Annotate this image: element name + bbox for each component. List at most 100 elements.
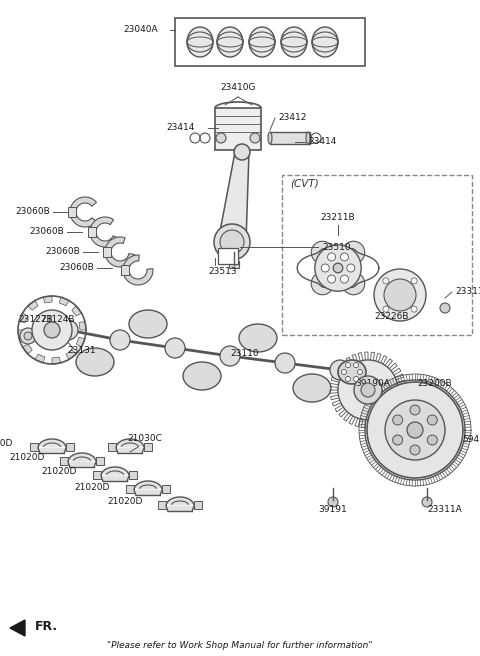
Text: 23211B: 23211B <box>321 213 355 222</box>
Text: 23311A: 23311A <box>427 505 462 514</box>
Circle shape <box>214 224 250 260</box>
Circle shape <box>24 332 32 340</box>
Polygon shape <box>70 197 96 227</box>
Bar <box>229 261 239 268</box>
Text: 23510: 23510 <box>322 243 350 251</box>
Text: 23040A: 23040A <box>123 26 158 35</box>
Polygon shape <box>93 470 101 479</box>
Circle shape <box>234 144 250 160</box>
Polygon shape <box>105 237 135 267</box>
Polygon shape <box>59 297 69 306</box>
Text: 23414: 23414 <box>308 138 336 146</box>
Circle shape <box>422 497 432 507</box>
Polygon shape <box>43 296 52 303</box>
Ellipse shape <box>129 310 167 338</box>
Text: 23513: 23513 <box>208 268 237 276</box>
Polygon shape <box>116 439 144 453</box>
Circle shape <box>427 435 437 445</box>
Circle shape <box>333 263 343 273</box>
Text: 21020D: 21020D <box>42 468 77 476</box>
Circle shape <box>410 405 420 415</box>
Circle shape <box>346 363 350 367</box>
Polygon shape <box>60 457 68 464</box>
Text: 23414: 23414 <box>167 123 195 133</box>
Circle shape <box>44 322 60 338</box>
Text: 23110: 23110 <box>231 349 259 358</box>
Bar <box>88 227 96 237</box>
Bar <box>282 175 472 335</box>
Text: 23127B: 23127B <box>18 316 53 325</box>
Circle shape <box>393 415 403 425</box>
Polygon shape <box>90 217 119 247</box>
Circle shape <box>32 310 72 350</box>
Polygon shape <box>66 350 76 359</box>
Bar <box>175 18 365 66</box>
Polygon shape <box>129 470 137 479</box>
Circle shape <box>358 369 362 375</box>
Text: 21020D: 21020D <box>108 497 143 506</box>
Polygon shape <box>52 357 61 364</box>
Polygon shape <box>158 501 166 508</box>
Polygon shape <box>72 306 82 316</box>
Polygon shape <box>162 485 170 493</box>
Text: 23200B: 23200B <box>418 379 452 388</box>
Polygon shape <box>28 300 38 310</box>
Text: 23060B: 23060B <box>29 228 64 237</box>
Circle shape <box>341 369 347 375</box>
Circle shape <box>342 272 365 295</box>
Bar <box>270 132 310 144</box>
Polygon shape <box>68 453 96 467</box>
Ellipse shape <box>281 27 307 57</box>
Circle shape <box>321 264 329 272</box>
Circle shape <box>383 306 389 312</box>
Text: 23060B: 23060B <box>59 264 94 272</box>
Text: 23410G: 23410G <box>220 83 256 92</box>
Text: 23226B: 23226B <box>375 312 409 321</box>
Text: "Please refer to Work Shop Manual for further information": "Please refer to Work Shop Manual for fu… <box>107 640 373 649</box>
Circle shape <box>220 230 244 254</box>
Circle shape <box>410 445 420 455</box>
Circle shape <box>315 245 361 291</box>
Polygon shape <box>218 152 249 242</box>
Polygon shape <box>19 313 28 323</box>
Circle shape <box>374 269 426 321</box>
Text: 21020D: 21020D <box>10 453 45 462</box>
Polygon shape <box>10 620 25 636</box>
Circle shape <box>353 377 359 381</box>
Polygon shape <box>101 467 129 482</box>
Ellipse shape <box>239 324 277 352</box>
Polygon shape <box>79 321 86 330</box>
Polygon shape <box>18 330 25 338</box>
Circle shape <box>354 376 382 404</box>
Circle shape <box>342 241 365 264</box>
Circle shape <box>165 338 185 358</box>
Text: FR.: FR. <box>35 619 58 632</box>
Text: 23311B: 23311B <box>455 287 480 297</box>
Text: 23131: 23131 <box>68 346 96 355</box>
Polygon shape <box>35 354 45 363</box>
Circle shape <box>220 346 240 366</box>
Circle shape <box>347 264 355 272</box>
Bar <box>68 207 76 217</box>
Circle shape <box>407 422 423 438</box>
Polygon shape <box>96 457 104 464</box>
Polygon shape <box>134 481 162 495</box>
Circle shape <box>327 253 336 261</box>
Circle shape <box>20 328 36 344</box>
Text: 59418: 59418 <box>462 436 480 445</box>
Circle shape <box>353 363 359 367</box>
Circle shape <box>361 383 375 397</box>
Circle shape <box>411 306 417 312</box>
Circle shape <box>393 435 403 445</box>
Ellipse shape <box>187 27 213 57</box>
Ellipse shape <box>217 27 243 57</box>
Circle shape <box>340 275 348 283</box>
Text: 23124B: 23124B <box>40 316 74 325</box>
Polygon shape <box>30 443 38 451</box>
Polygon shape <box>23 344 32 354</box>
Bar <box>121 265 129 275</box>
Text: (CVT): (CVT) <box>290 179 319 189</box>
Text: 23060B: 23060B <box>15 207 50 216</box>
Circle shape <box>427 415 437 425</box>
Circle shape <box>330 360 350 380</box>
